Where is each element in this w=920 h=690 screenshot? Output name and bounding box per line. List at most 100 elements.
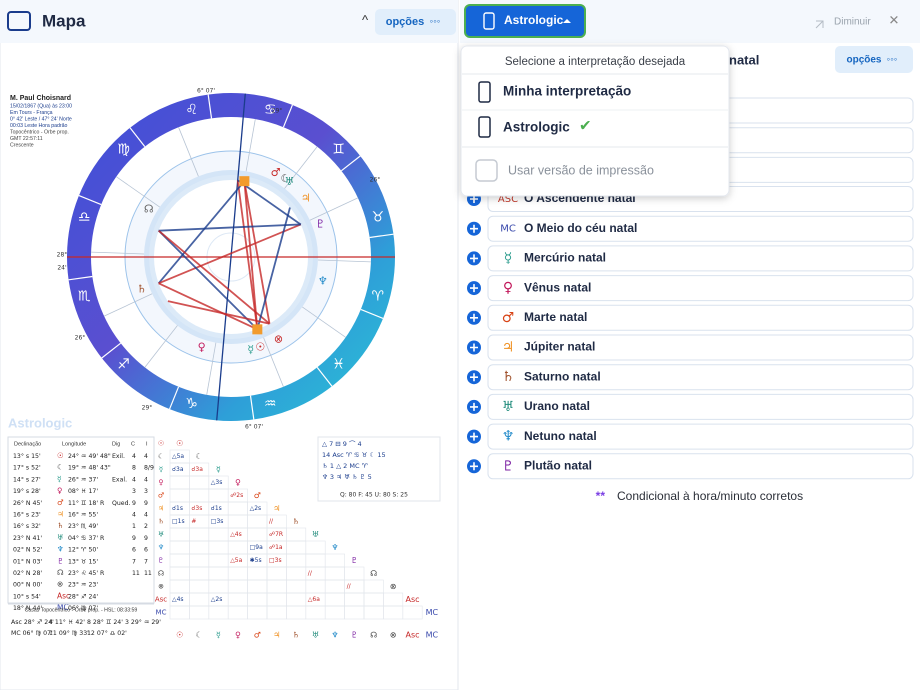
table-cell: 02° N 28' xyxy=(13,569,42,577)
info-line: 00:03 Leste Hora padrão xyxy=(10,123,68,129)
checkbox[interactable] xyxy=(475,159,498,182)
house-line xyxy=(263,337,284,387)
item-row[interactable] xyxy=(487,215,914,242)
item-label: Urano natal xyxy=(524,399,590,413)
grid-row-glyph: ☊ xyxy=(370,569,377,578)
house-line xyxy=(317,259,371,263)
item-icon: ☿ xyxy=(504,250,513,266)
table-cell: 26° N 45' xyxy=(13,499,42,507)
cusp-label: 29° xyxy=(272,108,283,115)
wheel-planet: ♂ xyxy=(271,166,281,179)
table-cell: 17° s 52' xyxy=(13,464,41,472)
item-row[interactable] xyxy=(487,453,914,480)
interpretation-button[interactable] xyxy=(464,4,586,38)
item-row[interactable] xyxy=(487,364,914,391)
zodiac-sign: ♊ xyxy=(332,142,345,158)
house-cell: 3 29° ♒ 29' xyxy=(125,618,161,626)
table-cell: 4 xyxy=(144,476,148,483)
aspect-cell: # xyxy=(191,518,196,525)
table-cell: Asc xyxy=(57,591,70,600)
aspect-line xyxy=(256,207,291,330)
aspect-line xyxy=(158,230,258,330)
table-cell: 2 xyxy=(144,523,148,530)
wheel-planet: ♆ xyxy=(318,275,328,288)
table-cell: 4 xyxy=(132,453,136,460)
item-label: Júpiter natal xyxy=(524,340,595,354)
dropdown-panel xyxy=(460,45,730,197)
table-cell: Qued. xyxy=(112,500,131,507)
wheel-planet: ☉ xyxy=(255,340,265,353)
aspect-line xyxy=(167,300,270,325)
item-label: Plutão natal xyxy=(524,458,592,472)
print-toggle[interactable]: Usar versão de impressão xyxy=(508,163,654,177)
table-cell: 23° N 41' xyxy=(13,534,42,542)
item-row[interactable] xyxy=(487,334,914,361)
house-line xyxy=(144,325,178,368)
wheel-planet: ☾ xyxy=(281,172,291,185)
minimize-label[interactable]: Diminuir xyxy=(834,17,871,28)
info-line: Crescente xyxy=(10,142,34,148)
wheel-planet: ♄ xyxy=(137,282,147,295)
grid-side-glyph: ♆ xyxy=(158,544,164,552)
table-cell: ♂ xyxy=(57,498,64,507)
plus-icon xyxy=(470,402,478,411)
item-row[interactable] xyxy=(487,393,914,420)
item-label: Marte natal xyxy=(524,310,587,324)
table-cell: 14° s 27' xyxy=(13,475,41,483)
info-line: Topocêntrico - Orbe prop. xyxy=(10,129,69,135)
options-label: opções xyxy=(386,16,425,28)
info-line: GMT 22:57:11 xyxy=(10,136,43,142)
plus-icon xyxy=(470,373,478,382)
sign-divider xyxy=(340,155,361,172)
table-cell: 6 xyxy=(144,547,148,554)
wheel-planet: ♃ xyxy=(301,192,311,205)
dropdown-option[interactable]: Astrologic xyxy=(503,120,570,135)
item-icon: ♃ xyxy=(502,340,515,356)
aspect-cell: □3s xyxy=(269,557,282,564)
options-dots: ◦◦◦ xyxy=(887,55,898,66)
aspect-cell: □9a xyxy=(250,544,263,551)
table-cell: 23° ♌ 45' R xyxy=(68,569,105,577)
table-cell: 08° ♓ 17' xyxy=(68,487,98,495)
table-cell: 26° ♒ 37' xyxy=(68,475,98,483)
dropdown-option[interactable]: Minha interpretação xyxy=(503,84,631,99)
aspect-cell: ☍7R xyxy=(269,531,283,538)
house-cell: 11 09° ♍ 33' xyxy=(49,629,89,637)
item-label: Mercúrio natal xyxy=(524,251,606,265)
check-icon: ✔ xyxy=(579,117,592,135)
aspect-cell: // xyxy=(308,570,313,577)
item-row[interactable] xyxy=(487,275,914,302)
item-icon: ♅ xyxy=(502,399,515,415)
table-cell: 19° s 28' xyxy=(13,487,41,495)
plus-icon xyxy=(470,343,478,352)
sign-divider xyxy=(129,127,146,148)
item-row[interactable] xyxy=(487,245,914,272)
table-cell: ♆ xyxy=(57,545,64,554)
item-row[interactable] xyxy=(487,423,914,450)
table-cell: 11° ♊ 18' R xyxy=(68,499,105,507)
axis-line xyxy=(216,93,246,421)
aspect-cell: ☍2s xyxy=(230,492,243,499)
aspect-cell: △6a xyxy=(308,596,320,603)
item-icon: MC xyxy=(500,224,516,235)
zodiac-sign: ♎ xyxy=(78,210,91,226)
zodiac-sign: ♏ xyxy=(78,288,91,304)
table-cell: Exal. xyxy=(112,476,127,483)
summary-line: ♆ 3 ♃ ♅ ♄ ♇ 5 xyxy=(322,473,372,481)
table-cell: 7 xyxy=(132,558,136,565)
item-icon: ♄ xyxy=(502,369,515,385)
close-button[interactable]: ✕ xyxy=(889,12,900,27)
dropdown-prompt: Selecione a interpretação desejada xyxy=(505,56,686,68)
options-button[interactable] xyxy=(835,46,913,73)
aspect-cell: ✱5s xyxy=(250,557,262,564)
zodiac-sign: ♓ xyxy=(332,356,345,372)
house-line xyxy=(178,127,199,177)
item-row[interactable] xyxy=(487,304,914,331)
options-button[interactable] xyxy=(375,9,456,35)
collapse-icon[interactable]: ^ xyxy=(362,12,369,27)
table-frame xyxy=(7,436,155,604)
grid-col-glyph: ♆ xyxy=(331,631,338,640)
